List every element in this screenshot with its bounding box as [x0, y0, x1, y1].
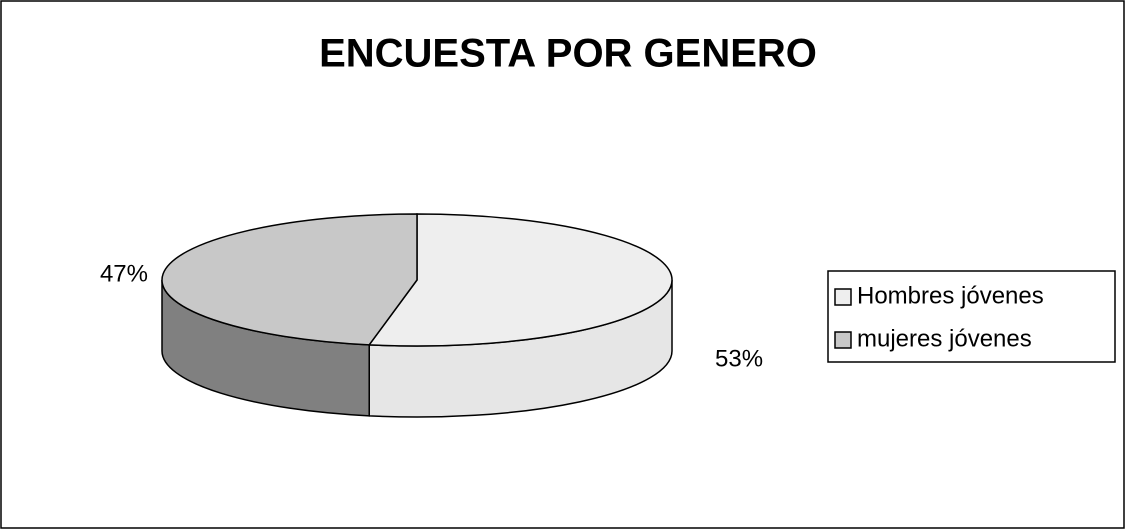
slice [161, 213, 418, 346]
slice [367, 213, 673, 347]
data-label: 47% [100, 260, 148, 287]
legend-box [827, 270, 1116, 363]
legend-swatch [834, 331, 852, 349]
pie: 53% 47% [100, 213, 763, 418]
chart-title: ENCUESTA POR GENERO [319, 32, 817, 76]
legend-swatch [834, 288, 852, 306]
legend-label: Hombres jóvenes [857, 282, 1044, 309]
data-label: 53% [715, 345, 763, 372]
legend-label: mujeres jóvenes [857, 325, 1032, 352]
legend: Hombres jóvenes mujeres jóvenes [834, 282, 1044, 352]
